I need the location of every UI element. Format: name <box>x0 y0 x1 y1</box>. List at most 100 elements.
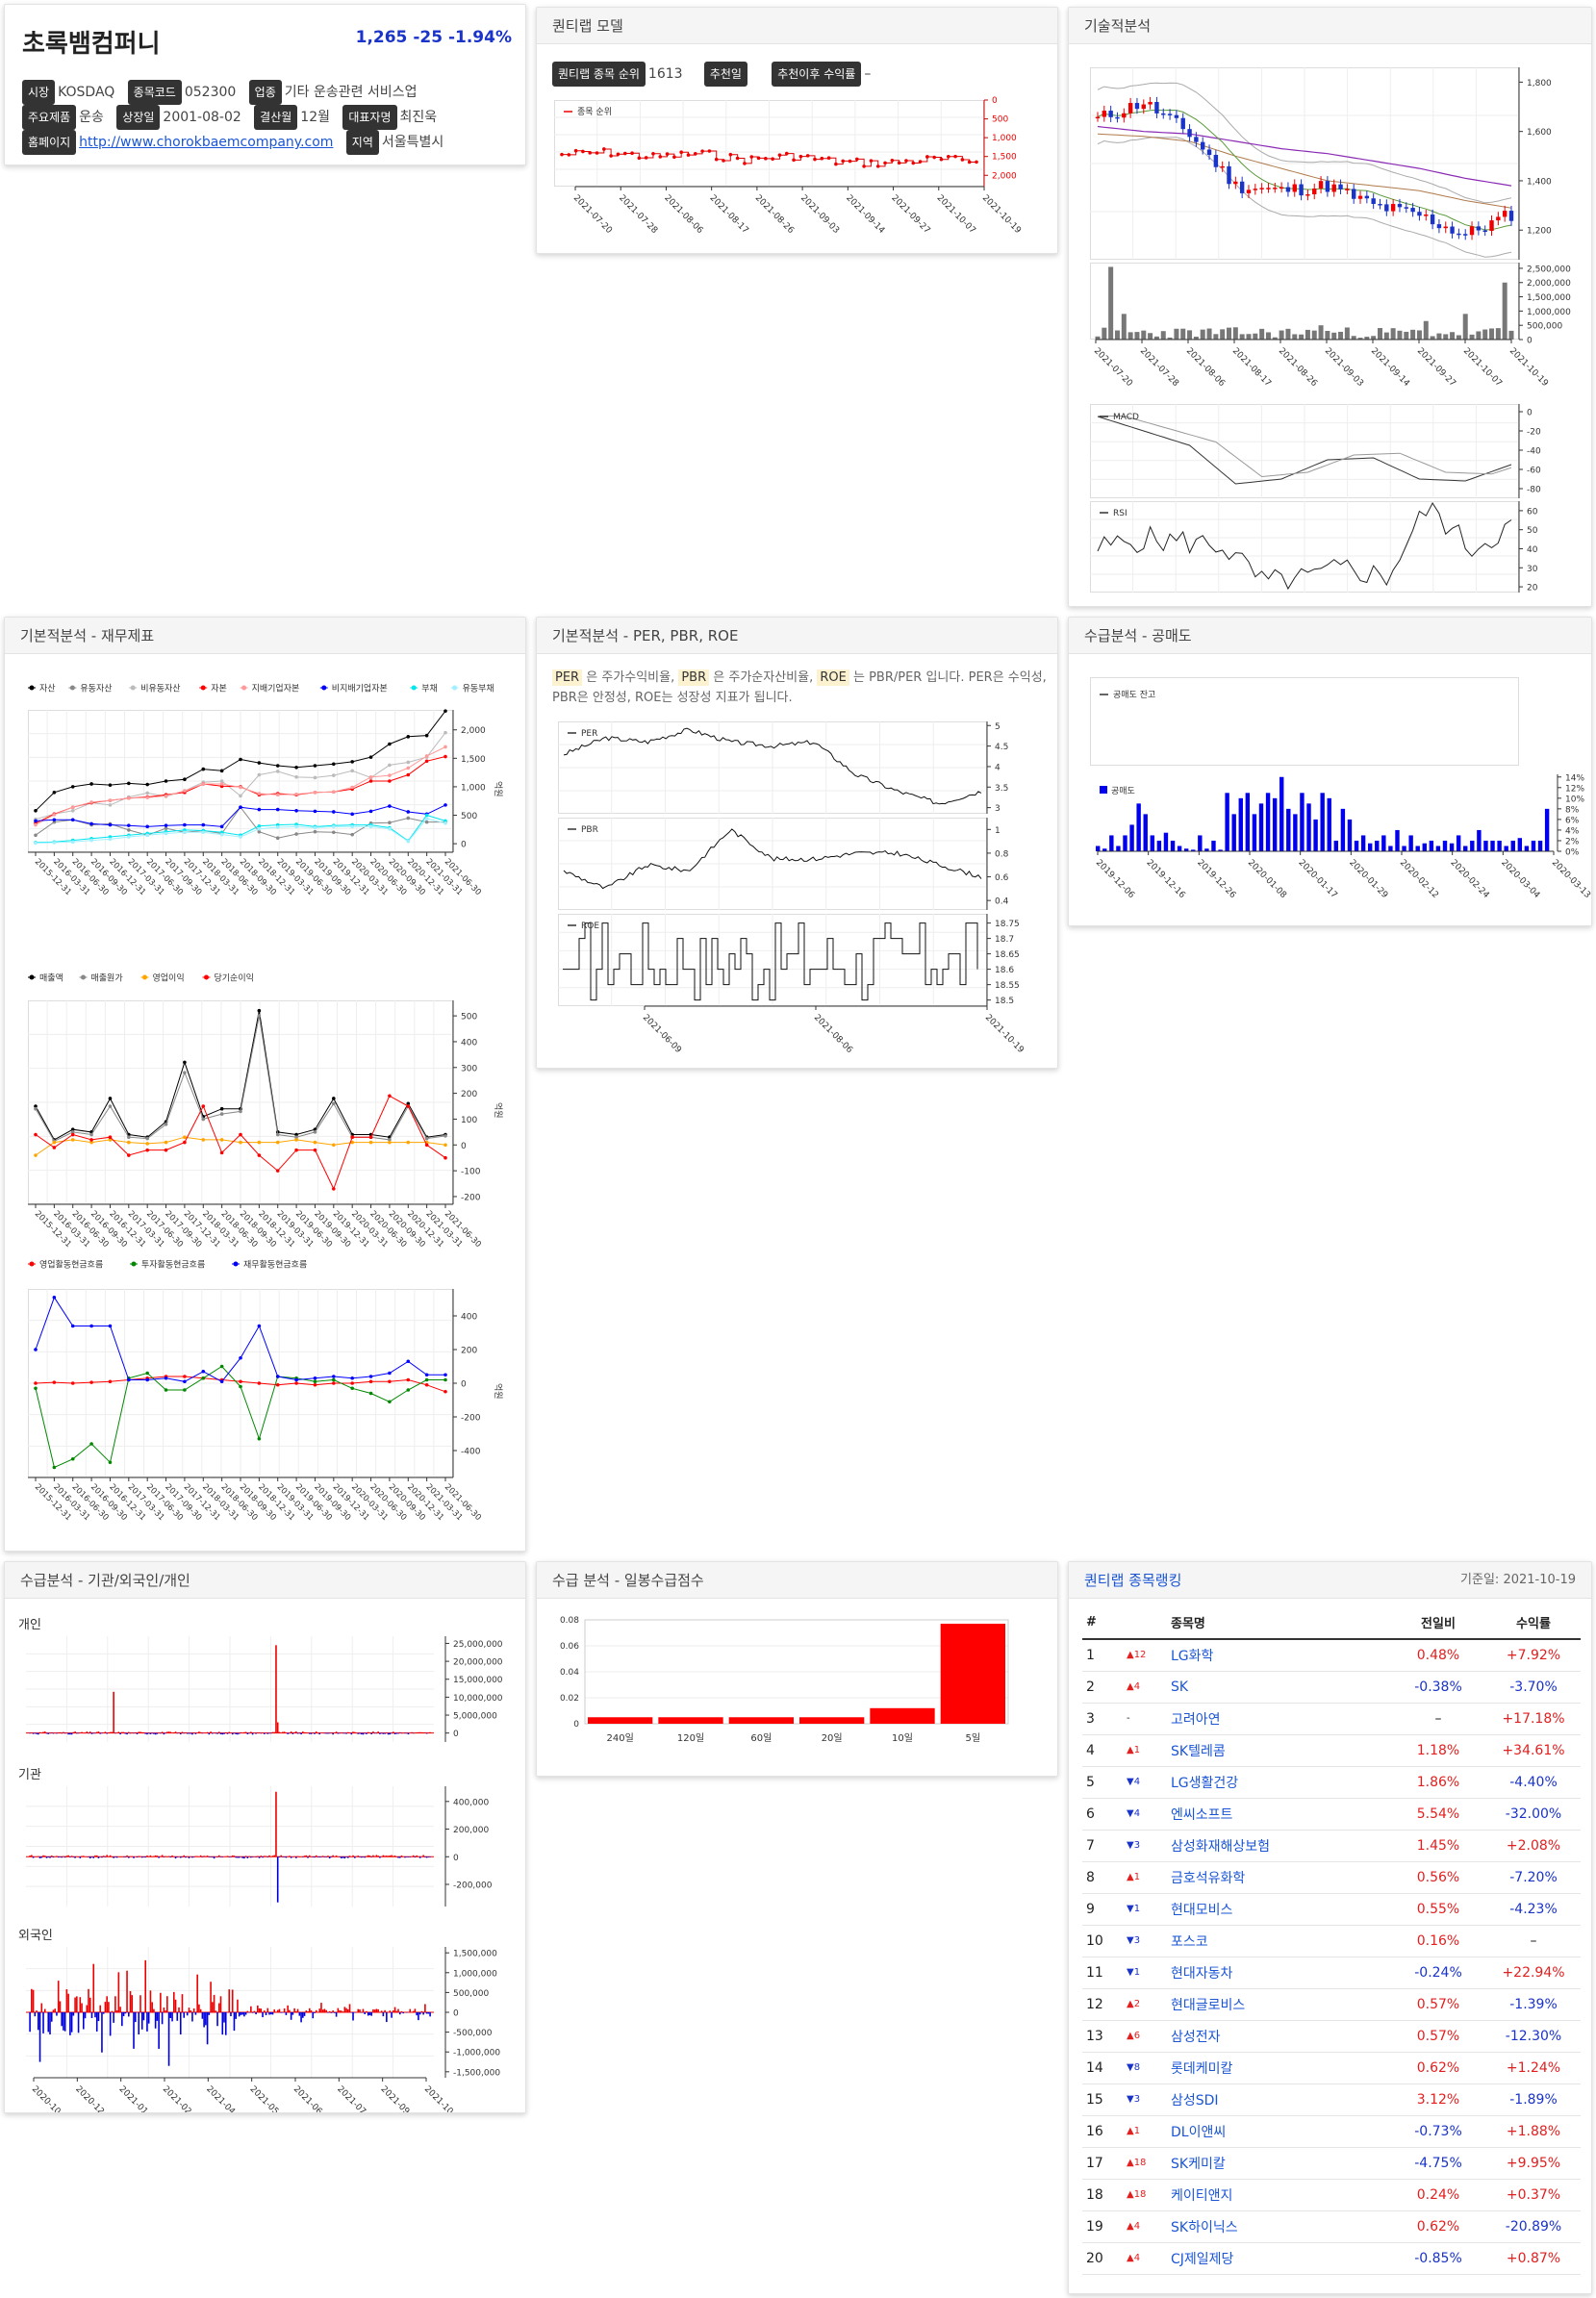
ranking-row[interactable]: 9 ▼1 현대모비스 0.55% -4.23% <box>1082 1893 1581 1926</box>
price-candle <box>1384 204 1389 212</box>
foreign-bar <box>67 1993 69 2012</box>
rank-point <box>805 154 810 158</box>
institution-bar <box>404 1856 406 1858</box>
price-candle <box>1206 149 1212 156</box>
individual-bar <box>353 1731 356 1733</box>
rank-tick-label: 1,000 <box>992 134 1017 143</box>
rank-stock-name[interactable]: SK <box>1167 1671 1390 1704</box>
income-tick-label: 500 <box>461 1013 477 1023</box>
foreign-bar <box>291 2012 294 2015</box>
rank-point <box>573 148 578 153</box>
individual-bar <box>167 1731 170 1733</box>
rank-stock-name[interactable]: 현대글로비스 <box>1167 1988 1390 2021</box>
foreign-bar <box>341 2010 342 2012</box>
rank-stock-name[interactable]: SK케미칼 <box>1167 2147 1390 2180</box>
macd-tick-label: -40 <box>1527 447 1541 457</box>
rank-stock-name[interactable]: SK텔레콤 <box>1167 1734 1390 1767</box>
rank-stock-name[interactable]: CJ제일제당 <box>1167 2242 1390 2275</box>
ranking-row[interactable]: 19 ▲4 SK하이닉스 0.62% -20.89% <box>1082 2210 1581 2243</box>
ranking-row[interactable]: 6 ▼4 엔씨소프트 5.54% -32.00% <box>1082 1798 1581 1831</box>
rank-number: 17 <box>1082 2147 1123 2180</box>
foreign-bar <box>250 2006 252 2012</box>
institution-bar <box>240 1856 242 1857</box>
volume-bar <box>1232 327 1238 340</box>
rank-return: -3.70% <box>1486 1671 1581 1704</box>
ranking-row[interactable]: 3- 고려아연 – +17.18% <box>1082 1703 1581 1735</box>
individual-bar <box>190 1732 191 1734</box>
ranking-row[interactable]: 11 ▼1 현대자동차 -0.24% +22.94% <box>1082 1957 1581 1989</box>
ranking-row[interactable]: 1 ▲12 LG화학 0.48% +7.92% <box>1082 1639 1581 1672</box>
institution-bar <box>353 1856 356 1858</box>
volume-bar <box>1227 327 1232 340</box>
pbr-line <box>563 828 982 890</box>
field-market: KOSDAQ <box>58 85 115 100</box>
rank-stock-name[interactable]: 금호석유화학 <box>1167 1861 1390 1894</box>
short-volume-legend-label: 공매도 <box>1111 786 1135 796</box>
balance_sheet-series-point <box>257 829 262 834</box>
ranking-row[interactable]: 14 ▼8 롯데케미칼 0.62% +1.24% <box>1082 2052 1581 2084</box>
volume-bar <box>1508 330 1514 340</box>
income-series-point <box>34 1132 38 1137</box>
institution-bar <box>67 1855 69 1857</box>
rank-stock-name[interactable]: 케이티앤지 <box>1167 2179 1390 2211</box>
individual-bar <box>251 1732 254 1735</box>
ranking-row[interactable]: 2 ▲4 SK -0.38% -3.70% <box>1082 1671 1581 1704</box>
balance_sheet-series-point <box>239 785 242 790</box>
individual-bar <box>129 1732 132 1734</box>
individual-bar <box>50 1731 53 1733</box>
foreign-bar <box>302 2012 304 2018</box>
ranking-row[interactable]: 4 ▲1 SK텔레콤 1.18% +34.61% <box>1082 1734 1581 1767</box>
short-volume-bar <box>1497 840 1502 851</box>
rank-point <box>700 149 704 153</box>
foreign-bar <box>205 2012 207 2026</box>
ranking-row[interactable]: 16 ▲1 DL이앤씨 -0.73% +1.88% <box>1082 2115 1581 2148</box>
institution-bar <box>76 1856 78 1857</box>
rank-stock-name[interactable]: 현대자동차 <box>1167 1957 1390 1989</box>
rank-stock-name[interactable]: 삼성화재해상보험 <box>1167 1830 1390 1862</box>
ranking-row[interactable]: 13 ▲6 삼성전자 0.57% -12.30% <box>1082 2020 1581 2053</box>
individual-bar <box>360 1732 363 1735</box>
rank-stock-name[interactable]: 롯데케미칼 <box>1167 2052 1390 2084</box>
balance_sheet-tick-label: 1,500 <box>461 755 486 765</box>
ranking-row[interactable]: 15 ▼3 삼성SDI 3.12% -1.89% <box>1082 2083 1581 2116</box>
rank-stock-name[interactable]: 포스코 <box>1167 1925 1390 1957</box>
ranking-row[interactable]: 5 ▼4 LG생활건강 1.86% -4.40% <box>1082 1766 1581 1799</box>
homepage-link[interactable]: http://www.chorokbaemcompany.com <box>79 135 334 150</box>
rank-move: ▲1 <box>1123 1734 1167 1767</box>
income-series-point <box>350 1140 354 1145</box>
ranking-row[interactable]: 10 ▼3 포스코 0.16% – <box>1082 1925 1581 1957</box>
balance_sheet-series-point <box>275 770 280 773</box>
rank-stock-name[interactable]: DL이앤씨 <box>1167 2115 1390 2148</box>
ranking-row[interactable]: 7 ▼3 삼성화재해상보험 1.45% +2.08% <box>1082 1830 1581 1862</box>
rank-stock-name[interactable]: 현대모비스 <box>1167 1893 1390 1926</box>
institution-bar <box>221 1856 224 1857</box>
ranking-row[interactable]: 8 ▲1 금호석유화학 0.56% -7.20% <box>1082 1861 1581 1894</box>
rank-stock-name[interactable]: 고려아연 <box>1167 1703 1390 1735</box>
rank-stock-name[interactable]: 엔씨소프트 <box>1167 1798 1390 1831</box>
institution-bar <box>325 1856 327 1857</box>
institution-bar <box>198 1856 200 1857</box>
rank-change: 0.16% <box>1390 1925 1486 1957</box>
balance_sheet-series-point <box>313 829 317 834</box>
balance_sheet-series-point <box>350 760 354 764</box>
rank-stock-name[interactable]: 삼성SDI <box>1167 2083 1390 2116</box>
individual-bar <box>258 1732 261 1733</box>
rank-stock-name[interactable]: SK하이닉스 <box>1167 2210 1390 2243</box>
ranking-row[interactable]: 18 ▲18 케이티앤지 0.24% +0.37% <box>1082 2179 1581 2211</box>
ranking-row[interactable]: 12 ▲2 현대글로비스 0.57% -1.39% <box>1082 1988 1581 2021</box>
individual-bar <box>278 1731 281 1733</box>
ranking-row[interactable]: 20 ▲4 CJ제일제당 -0.85% +0.87% <box>1082 2242 1581 2275</box>
volume-bar <box>1364 337 1370 340</box>
institution-bar <box>52 1856 55 1858</box>
institution-bar <box>89 1856 91 1859</box>
institution-bar <box>241 1856 243 1858</box>
rank-point <box>975 160 978 164</box>
ranking-row[interactable]: 17 ▲18 SK케미칼 -4.75% +9.95% <box>1082 2147 1581 2180</box>
rank-stock-name[interactable]: LG화학 <box>1167 1639 1390 1672</box>
short-volume-bar <box>1510 840 1515 851</box>
rank-stock-name[interactable]: LG생활건강 <box>1167 1766 1390 1799</box>
rank-stock-name[interactable]: 삼성전자 <box>1167 2020 1390 2053</box>
individual-bar <box>131 1732 134 1733</box>
individual-bar <box>391 1732 393 1734</box>
individual-bar <box>262 1732 264 1733</box>
